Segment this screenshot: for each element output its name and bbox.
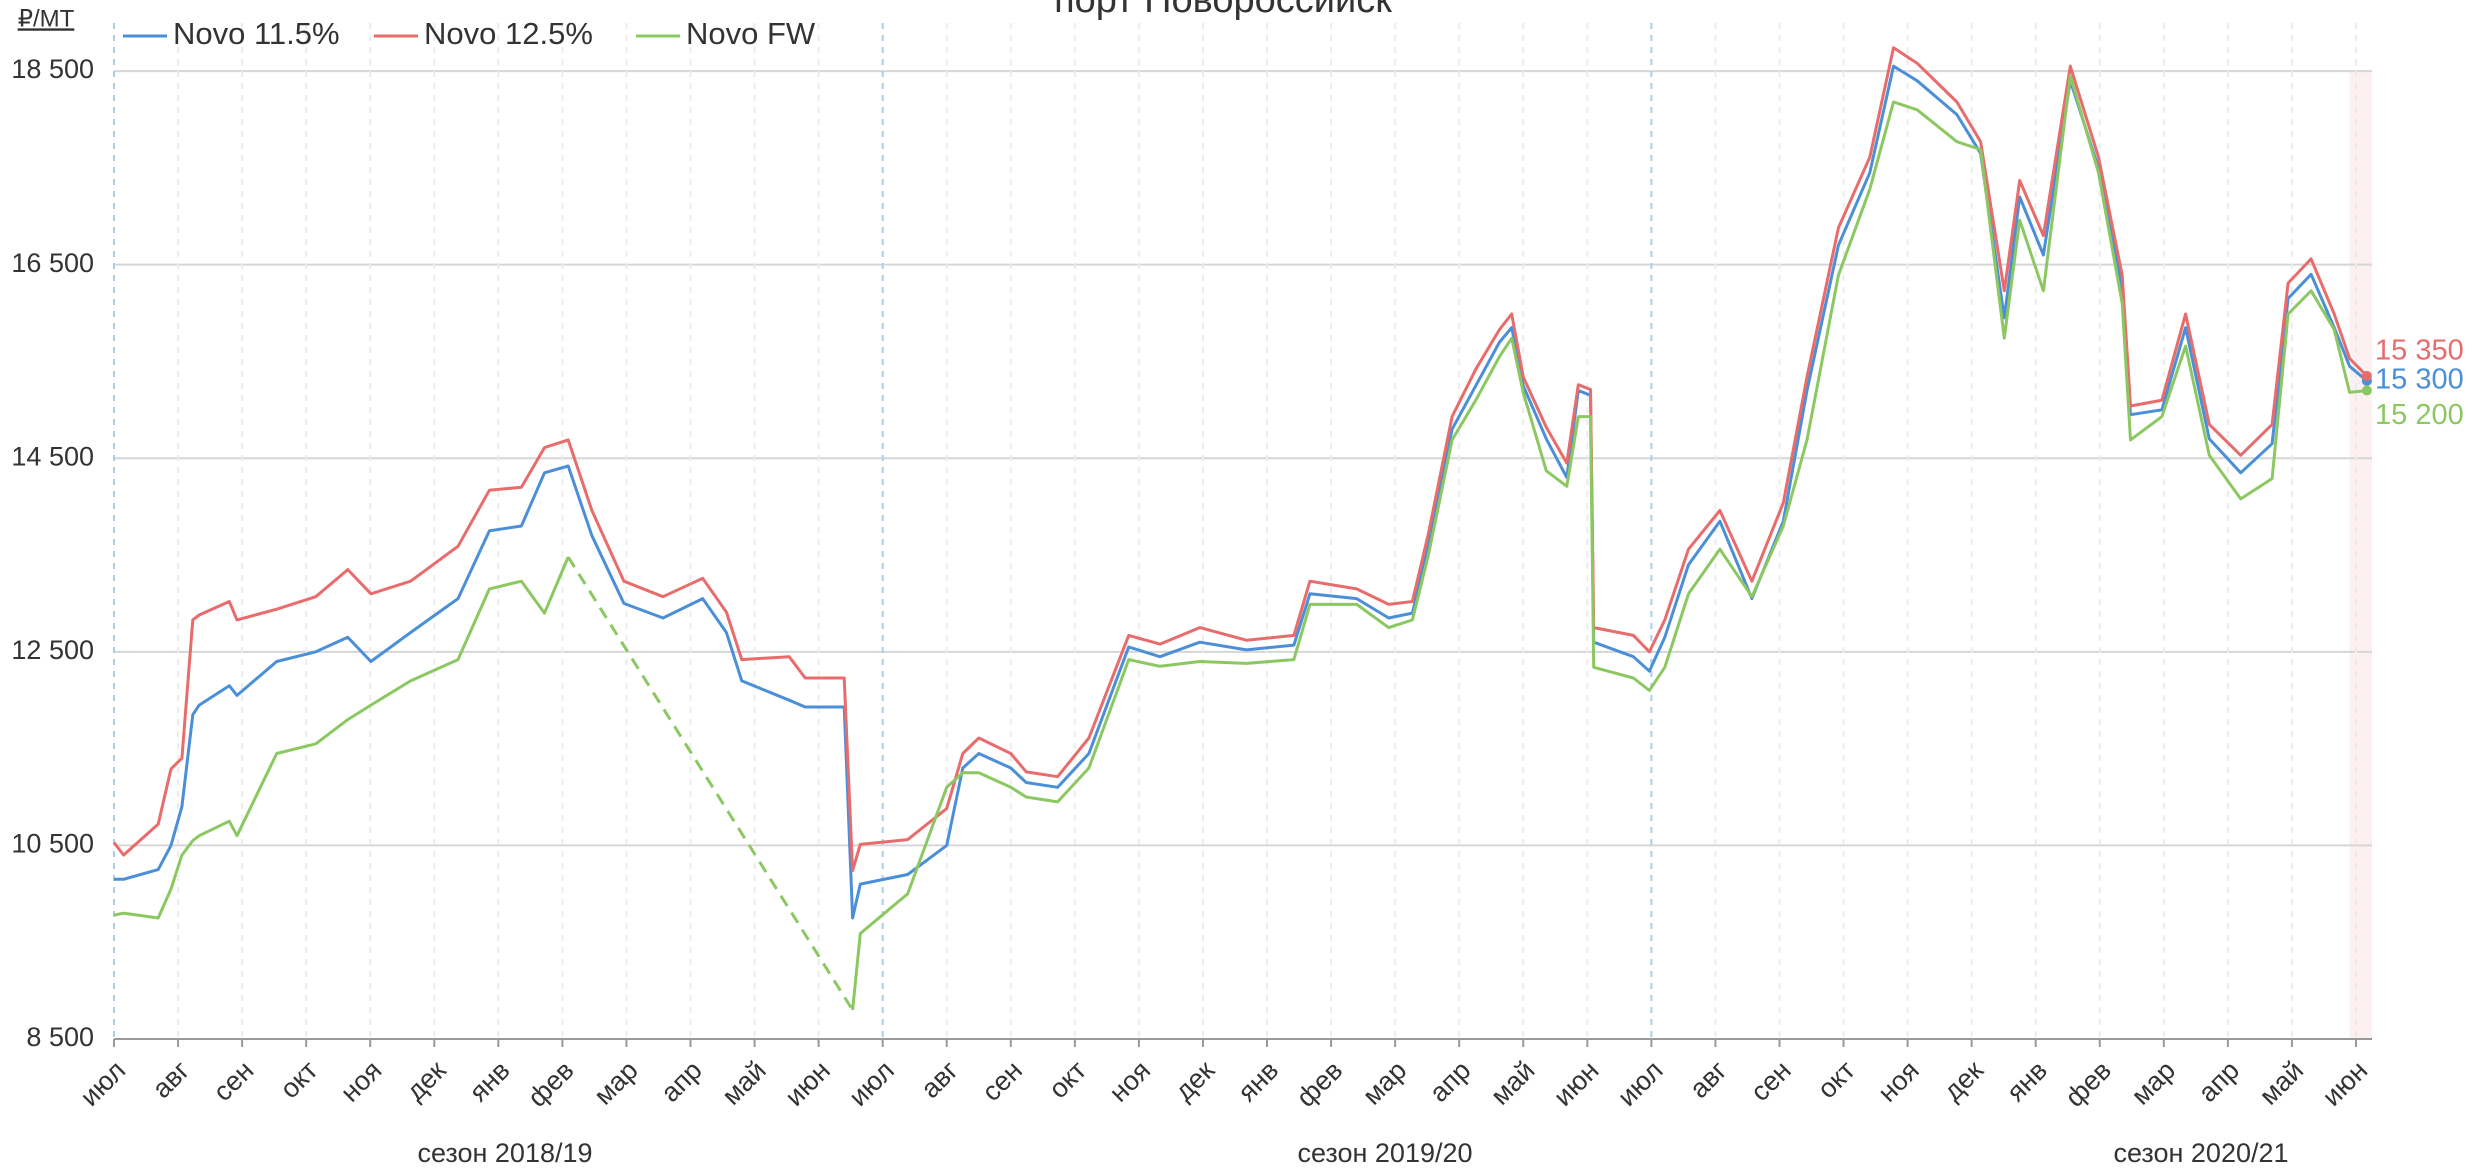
- current-period-band: [2349, 71, 2372, 1040]
- y-tick-label: 12 500: [11, 635, 94, 665]
- x-tick-label: апр: [1424, 1055, 1477, 1108]
- y-tick-label: 14 500: [11, 441, 94, 471]
- x-tick-label: апр: [2192, 1055, 2245, 1108]
- x-tick-label: окт: [274, 1055, 323, 1104]
- x-tick-label: дек: [400, 1055, 451, 1106]
- x-tick-label: янв: [463, 1055, 515, 1107]
- season-label: сезон 2019/20: [1297, 1138, 1472, 1168]
- x-tick-label: янв: [2001, 1055, 2053, 1107]
- legend-label: Novo 11.5%: [173, 16, 340, 51]
- y-unit: ₽/MT: [18, 5, 75, 32]
- series-line: [114, 64, 2368, 920]
- legend-label: Novo 12.5%: [424, 16, 593, 51]
- chart-title: порт Новороссийск: [1054, 0, 1392, 21]
- x-tick-label: сен: [207, 1055, 259, 1107]
- x-tick-label: мар: [1357, 1055, 1413, 1111]
- legend-label: Novo FW: [686, 16, 816, 51]
- y-tick-label: 10 500: [11, 829, 94, 859]
- end-label: 15 300: [2375, 363, 2464, 395]
- x-tick-label: май: [1485, 1055, 1541, 1111]
- x-tick-label: мар: [2126, 1055, 2182, 1111]
- end-dot: [2361, 370, 2372, 381]
- x-tick-label: окт: [1043, 1055, 1092, 1104]
- end-dot: [2361, 385, 2372, 396]
- x-tick-label: авг: [915, 1055, 964, 1104]
- x-tick-label: июл: [1612, 1055, 1669, 1112]
- x-tick-label: дек: [1938, 1055, 1989, 1106]
- x-tick-label: окт: [1812, 1055, 1861, 1104]
- x-tick-label: ноя: [1103, 1055, 1156, 1108]
- x-tick-label: мар: [588, 1055, 644, 1111]
- season-label: сезон 2020/21: [2113, 1138, 2288, 1168]
- x-tick-label: фев: [2059, 1055, 2117, 1113]
- x-tick-label: фев: [522, 1055, 580, 1113]
- x-tick-label: июн: [2317, 1055, 2374, 1112]
- x-tick-label: дек: [1169, 1055, 1220, 1106]
- y-tick-label: 16 500: [11, 248, 94, 278]
- season-label: сезон 2018/19: [417, 1138, 592, 1168]
- x-tick-label: янв: [1232, 1055, 1284, 1107]
- x-tick-label: июн: [779, 1055, 836, 1112]
- x-tick-label: авг: [1684, 1055, 1733, 1104]
- series-line: [113, 74, 2368, 1011]
- x-tick-label: фев: [1291, 1055, 1349, 1113]
- x-tick-label: июн: [1548, 1055, 1605, 1112]
- end-label: 15 350: [2375, 335, 2464, 367]
- x-tick-label: май: [2254, 1055, 2310, 1111]
- x-tick-label: апр: [655, 1055, 708, 1108]
- x-tick-label: авг: [146, 1055, 195, 1104]
- end-label: 15 200: [2375, 399, 2464, 431]
- x-tick-label: сен: [976, 1055, 1028, 1107]
- x-tick-label: ноя: [335, 1055, 388, 1108]
- x-tick-label: май: [716, 1055, 772, 1111]
- series-line: [112, 46, 2368, 873]
- x-tick-label: июл: [843, 1055, 900, 1112]
- x-tick-label: ноя: [1872, 1055, 1925, 1108]
- y-tick-label: 8 500: [26, 1022, 94, 1052]
- x-tick-label: июл: [74, 1055, 131, 1112]
- gap-connector: [566, 556, 854, 1011]
- y-tick-label: 18 500: [11, 54, 94, 84]
- x-tick-label: сен: [1745, 1055, 1797, 1107]
